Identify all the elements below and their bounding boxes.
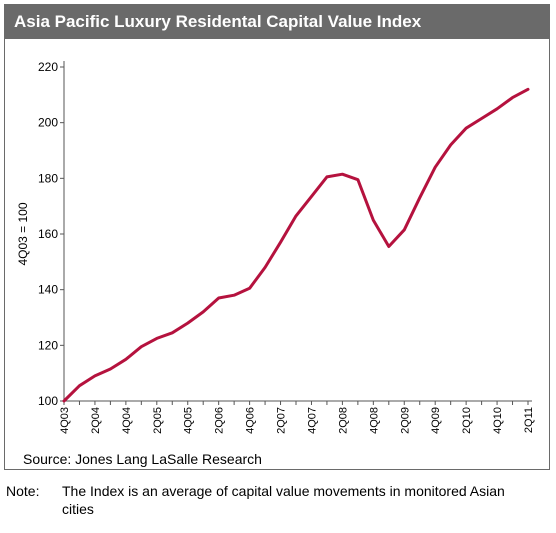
y-tick-label: 120 [38,338,58,352]
y-tick-label: 140 [38,283,58,297]
x-tick-label: 2Q07 [276,407,288,434]
chart-source: Source: Jones Lang LaSalle Research [23,451,262,467]
x-tick-label: 2Q11 [523,407,535,433]
x-tick-label: 2Q08 [337,407,349,434]
y-tick-label: 200 [38,116,58,130]
note-label: Note: [6,483,40,499]
chart-title: Asia Pacific Luxury Residental Capital V… [5,5,549,39]
x-tick-label: 2Q06 [214,407,226,434]
x-tick-label: 4Q03 [59,407,71,434]
y-axis-label: 4Q03 = 100 [16,202,30,265]
y-tick-label: 100 [38,394,58,408]
y-tick-label: 220 [38,60,58,74]
chart-frame: Asia Pacific Luxury Residental Capital V… [4,4,550,470]
x-tick-label: 2Q09 [399,407,411,434]
x-tick-label: 2Q04 [90,407,102,434]
x-tick-label: 4Q06 [245,407,257,434]
x-tick-label: 4Q04 [121,407,133,434]
x-tick-label: 2Q10 [461,407,473,434]
series-line [62,87,530,403]
y-tick-label: 160 [38,227,58,241]
y-tick-label: 180 [38,171,58,185]
x-tick-label: 4Q09 [430,407,442,434]
x-tick-label: 4Q10 [492,407,504,434]
x-tick-label: 2Q05 [152,407,164,434]
x-tick-label: 4Q07 [306,407,318,434]
note-text: The Index is an average of capital value… [62,483,505,517]
line-chart: 100 120 140 160 180 200 220 4Q03 = 100 4Q03 2Q04 4… [16,60,535,434]
x-tick-label: 4Q05 [183,407,195,434]
x-tick-label: 4Q08 [368,407,380,434]
